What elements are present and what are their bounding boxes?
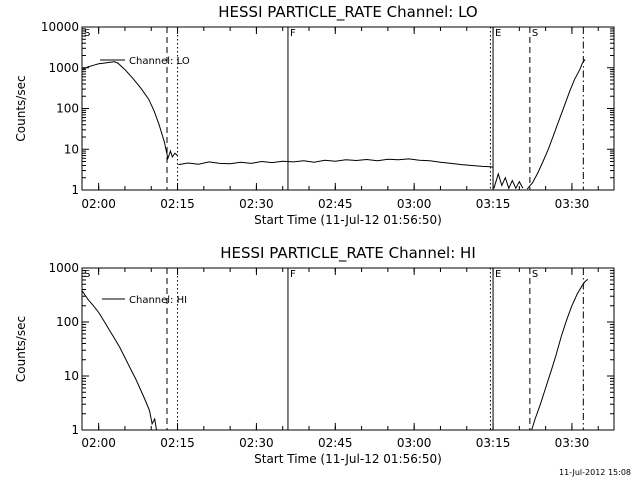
x-axis-label: Start Time (11-Jul-12 01:56:50) bbox=[254, 452, 442, 466]
plot-frame bbox=[81, 267, 615, 431]
event-marker-label: S bbox=[532, 269, 538, 280]
series-line-segment bbox=[526, 59, 586, 190]
event-marker-label: E bbox=[495, 28, 501, 39]
legend-label: Channel: HI bbox=[129, 295, 187, 306]
chart-title: HESSI PARTICLE_RATE Channel: LO bbox=[218, 3, 477, 22]
x-tick-label: 03:00 bbox=[397, 436, 432, 450]
y-tick-label: 100 bbox=[56, 102, 79, 116]
y-tick-label: 1000 bbox=[48, 261, 79, 275]
y-tick-label: 1 bbox=[71, 183, 79, 197]
x-tick-label: 03:15 bbox=[476, 197, 511, 211]
x-tick-label: 02:45 bbox=[318, 197, 353, 211]
y-tick-label: 10000 bbox=[41, 20, 79, 34]
x-tick-label: 02:30 bbox=[239, 197, 274, 211]
event-marker-label: F bbox=[290, 269, 296, 280]
y-tick-label: 1 bbox=[71, 423, 79, 437]
timestamp-footer: 11-Jul-2012 15:08 bbox=[559, 468, 631, 477]
event-marker-label: F bbox=[290, 28, 296, 39]
event-marker-label: S bbox=[84, 269, 90, 280]
x-tick-label: 03:30 bbox=[555, 436, 590, 450]
y-tick-label: 100 bbox=[56, 315, 79, 329]
y-tick-label: 10 bbox=[64, 142, 79, 156]
plot-frame bbox=[81, 26, 615, 191]
y-tick-label: 10 bbox=[64, 369, 79, 383]
series-line-segment bbox=[531, 278, 589, 430]
x-tick-label: 02:15 bbox=[160, 436, 195, 450]
legend-label: Channel: LO bbox=[129, 56, 190, 67]
x-tick-label: 02:00 bbox=[81, 197, 116, 211]
x-axis-label: Start Time (11-Jul-12 01:56:50) bbox=[254, 213, 442, 227]
series-line-segment bbox=[82, 61, 178, 161]
x-tick-label: 02:15 bbox=[160, 197, 195, 211]
series-line-segment bbox=[178, 158, 494, 168]
chart-panel-2: HESSI PARTICLE_RATE Channel: HI 02:00 02:1… bbox=[14, 244, 615, 466]
y-tick-label: 1000 bbox=[48, 61, 79, 75]
chart-panel-1: HESSI PARTICLE_RATE Channel: LO 02:00 02:1… bbox=[14, 3, 615, 227]
x-tick-label: 02:00 bbox=[81, 436, 116, 450]
series-line-segment bbox=[493, 172, 524, 190]
event-marker-label: S bbox=[84, 28, 90, 39]
y-axis-label: Counts/sec bbox=[14, 316, 28, 382]
event-marker-label: E bbox=[495, 269, 501, 280]
x-tick-label: 02:45 bbox=[318, 436, 353, 450]
x-tick-label: 03:15 bbox=[476, 436, 511, 450]
x-tick-label: 03:00 bbox=[397, 197, 432, 211]
chart-title: HESSI PARTICLE_RATE Channel: HI bbox=[220, 244, 476, 263]
y-axis-label: Counts/sec bbox=[14, 75, 28, 141]
x-tick-label: 02:30 bbox=[239, 436, 274, 450]
series-line-segment bbox=[82, 290, 157, 430]
x-tick-label: 03:30 bbox=[555, 197, 590, 211]
event-marker-label: S bbox=[532, 28, 538, 39]
